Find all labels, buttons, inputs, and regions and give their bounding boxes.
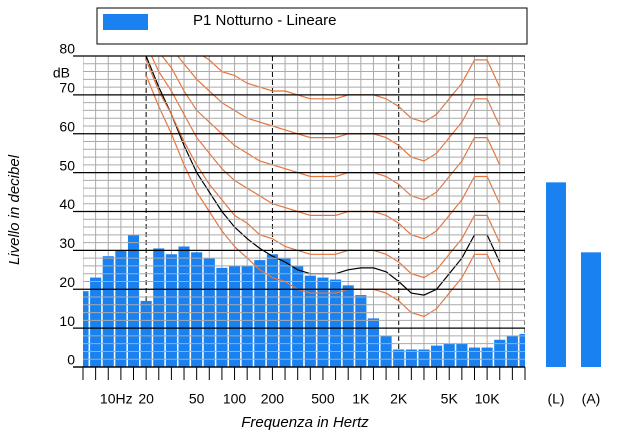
y-unit: dB [53, 65, 70, 81]
bar [405, 349, 417, 367]
bar [228, 265, 241, 367]
bar [317, 277, 329, 367]
bar [178, 246, 190, 367]
legend-box [96, 7, 528, 45]
overall-label: (L) [547, 391, 564, 407]
bar [367, 318, 380, 367]
y-tick-label: 80 [59, 41, 75, 57]
x-tick-label: 2K [390, 391, 408, 407]
contour-line [150, 56, 501, 240]
x-tick-label: 1K [352, 391, 370, 407]
overall-label: (A) [582, 391, 601, 407]
bar [102, 256, 114, 367]
x-tick-label: 100 [223, 391, 247, 407]
bar [468, 347, 481, 367]
bar [90, 277, 102, 367]
bar [393, 349, 405, 367]
bar [431, 345, 443, 367]
bar [456, 343, 468, 367]
bar [418, 349, 430, 367]
bar [127, 234, 140, 367]
legend-label: P1 Notturno - Lineare [193, 12, 336, 29]
legend-swatch [103, 14, 148, 30]
contour-line [145, 59, 501, 279]
bar [153, 248, 165, 367]
y-tick-label: 40 [59, 196, 75, 212]
contour-line [201, 56, 501, 123]
bar [83, 291, 89, 367]
x-tick-label: 50 [189, 391, 205, 407]
x-tick-label: 200 [261, 391, 285, 407]
x-tick-label: 10K [475, 391, 501, 407]
bar [443, 343, 455, 367]
bar [292, 265, 304, 367]
bar [304, 275, 316, 367]
y-tick-label: 50 [59, 157, 75, 173]
y-tick-label: 30 [59, 235, 75, 251]
bar [140, 300, 152, 367]
bar [355, 295, 367, 367]
bar [330, 279, 342, 367]
bar [481, 347, 493, 367]
y-tick-label: 10 [59, 313, 75, 329]
x-axis-title: Frequenza in Hertz [241, 414, 369, 431]
contour-line [145, 75, 501, 318]
bar [241, 265, 253, 367]
x-tick-label: 5K [441, 391, 459, 407]
bar [519, 333, 525, 367]
x-tick-label: 500 [311, 391, 335, 407]
overall-bar [546, 182, 566, 367]
y-tick-label: 0 [67, 352, 75, 368]
bar [494, 339, 506, 367]
y-tick-label: 60 [59, 118, 75, 134]
x-tick-label: 10Hz [100, 391, 133, 407]
bar [115, 250, 127, 367]
y-tick-label: 20 [59, 274, 75, 290]
bar [254, 260, 266, 367]
bar [165, 254, 177, 367]
bar [216, 267, 228, 367]
x-tick-label: 20 [138, 391, 154, 407]
bar [342, 285, 354, 367]
overall-bar [581, 252, 601, 367]
y-tick-label: 70 [59, 80, 75, 96]
y-axis-title: Livello in decibel [6, 154, 23, 265]
bar [191, 252, 203, 367]
bar [266, 254, 278, 367]
